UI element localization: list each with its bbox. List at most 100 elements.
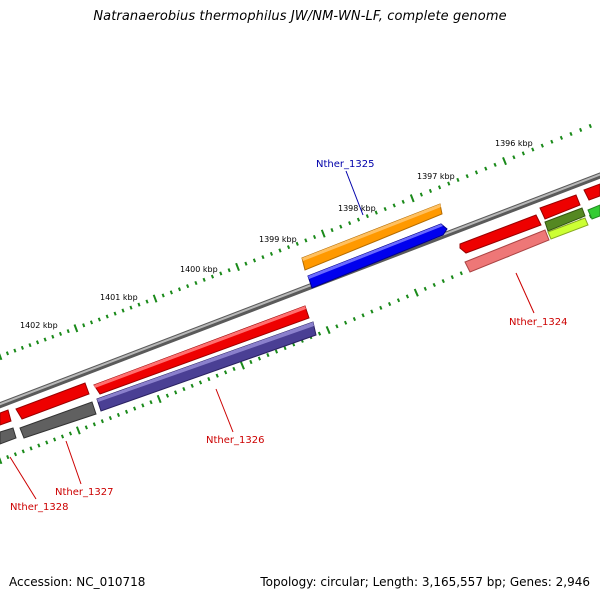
- major-tick: [413, 288, 419, 297]
- minor-tick: [352, 317, 357, 322]
- minor-tick: [274, 349, 279, 354]
- minor-tick: [116, 412, 121, 417]
- minor-tick: [13, 452, 18, 457]
- minor-tick: [223, 370, 228, 375]
- minor-tick: [108, 416, 113, 421]
- minor-tick: [186, 284, 190, 289]
- minor-tick: [295, 241, 299, 246]
- minor-tick: [392, 203, 396, 208]
- major-tick: [0, 353, 3, 361]
- minor-tick: [21, 449, 25, 454]
- minor-tick: [484, 166, 488, 171]
- minor-tick: [92, 422, 96, 427]
- kbp-label-1396: 1396 kbp: [495, 139, 533, 148]
- minor-tick: [437, 185, 442, 190]
- minor-tick: [521, 151, 525, 156]
- gene-nther-1328-arrow[interactable]: [0, 427, 17, 445]
- minor-tick: [68, 431, 73, 436]
- minor-tick: [459, 271, 463, 276]
- minor-tick: [335, 324, 339, 329]
- gene-nther-1326-shine: [97, 322, 314, 402]
- genome-backbone: [0, 172, 600, 409]
- minor-tick: [20, 345, 24, 350]
- gene-red-right-arrow[interactable]: [459, 214, 542, 254]
- minor-tick: [419, 192, 423, 197]
- minor-tick: [304, 238, 308, 243]
- minor-tick: [97, 317, 101, 322]
- minor-tick: [370, 309, 374, 314]
- label-nther-1328[interactable]: Nther_1328: [10, 502, 68, 513]
- genome-title: Natranaerobius thermophilus JW/NM-WN-LF,…: [93, 9, 507, 24]
- gene-red-center-shine: [94, 306, 306, 388]
- minor-tick: [365, 214, 369, 219]
- genome-summary-text: Topology: circular; Length: 3,165,557 bp…: [260, 575, 590, 589]
- minor-tick: [232, 366, 236, 371]
- minor-tick: [198, 380, 203, 385]
- minor-tick: [531, 147, 535, 152]
- gene-red-right2-arrow[interactable]: [539, 194, 581, 220]
- kbp-label-1399: 1399 kbp: [259, 235, 297, 244]
- label-nther-1327[interactable]: Nther_1327: [55, 487, 113, 498]
- minor-tick: [396, 298, 401, 303]
- minor-tick: [339, 224, 343, 229]
- major-tick: [320, 229, 326, 238]
- major-tick: [409, 194, 415, 203]
- gene-red-edge-left-arrow[interactable]: [0, 409, 12, 426]
- minor-tick: [474, 170, 479, 175]
- gene-red-left-arrow[interactable]: [15, 382, 90, 420]
- minor-tick: [202, 277, 206, 282]
- minor-tick: [383, 207, 387, 212]
- minor-tick: [58, 331, 63, 336]
- gene-olive-arrow[interactable]: [544, 207, 586, 232]
- minor-tick: [244, 261, 248, 266]
- gene-lime-arrow[interactable]: [547, 217, 589, 240]
- minor-tick: [105, 314, 109, 319]
- minor-tick: [133, 406, 137, 411]
- minor-tick: [261, 255, 265, 260]
- gene-nther-1327-arrow[interactable]: [19, 401, 97, 439]
- minor-tick: [5, 351, 10, 356]
- minor-tick: [169, 290, 173, 295]
- minor-tick: [257, 356, 262, 361]
- minor-tick: [129, 305, 133, 310]
- minor-tick: [317, 331, 322, 336]
- gene-red-edge-arrow[interactable]: [583, 183, 600, 201]
- label-nther-1325[interactable]: Nther_1325: [316, 159, 374, 170]
- minor-tick: [165, 393, 170, 398]
- major-tick: [156, 394, 162, 404]
- minor-tick: [51, 334, 55, 339]
- minor-tick: [588, 123, 592, 129]
- major-tick: [235, 262, 240, 272]
- callout-nther-1327: [65, 440, 82, 485]
- minor-tick: [177, 287, 182, 292]
- minor-tick: [269, 251, 274, 256]
- minor-tick: [141, 403, 145, 408]
- minor-tick: [149, 400, 153, 405]
- minor-tick: [37, 443, 41, 448]
- kbp-label-1401: 1401 kbp: [100, 293, 138, 302]
- minor-tick: [283, 345, 287, 351]
- minor-tick: [423, 286, 427, 291]
- gene-nther-1324-arrow[interactable]: [464, 229, 550, 273]
- minor-tick: [100, 419, 104, 424]
- callout-nther-1325: [345, 170, 364, 216]
- minor-tick: [405, 294, 410, 299]
- major-tick: [0, 457, 3, 465]
- minor-tick: [379, 305, 383, 310]
- minor-tick: [207, 377, 211, 382]
- minor-tick: [559, 135, 564, 140]
- minor-tick: [194, 280, 198, 286]
- minor-tick: [512, 155, 516, 160]
- label-nther-1324[interactable]: Nther_1324: [509, 317, 567, 328]
- label-nther-1326[interactable]: Nther_1326: [206, 435, 264, 446]
- minor-tick: [401, 199, 405, 204]
- minor-tick: [82, 323, 86, 328]
- minor-tick: [227, 268, 231, 273]
- accession-text: Accession: NC_010718: [9, 575, 146, 589]
- minor-tick: [43, 337, 47, 342]
- kbp-label-1402: 1402 kbp: [20, 321, 58, 330]
- gene-green-edge-arrow[interactable]: [587, 204, 600, 220]
- minor-tick: [124, 409, 129, 414]
- callout-nther-1328: [9, 456, 37, 500]
